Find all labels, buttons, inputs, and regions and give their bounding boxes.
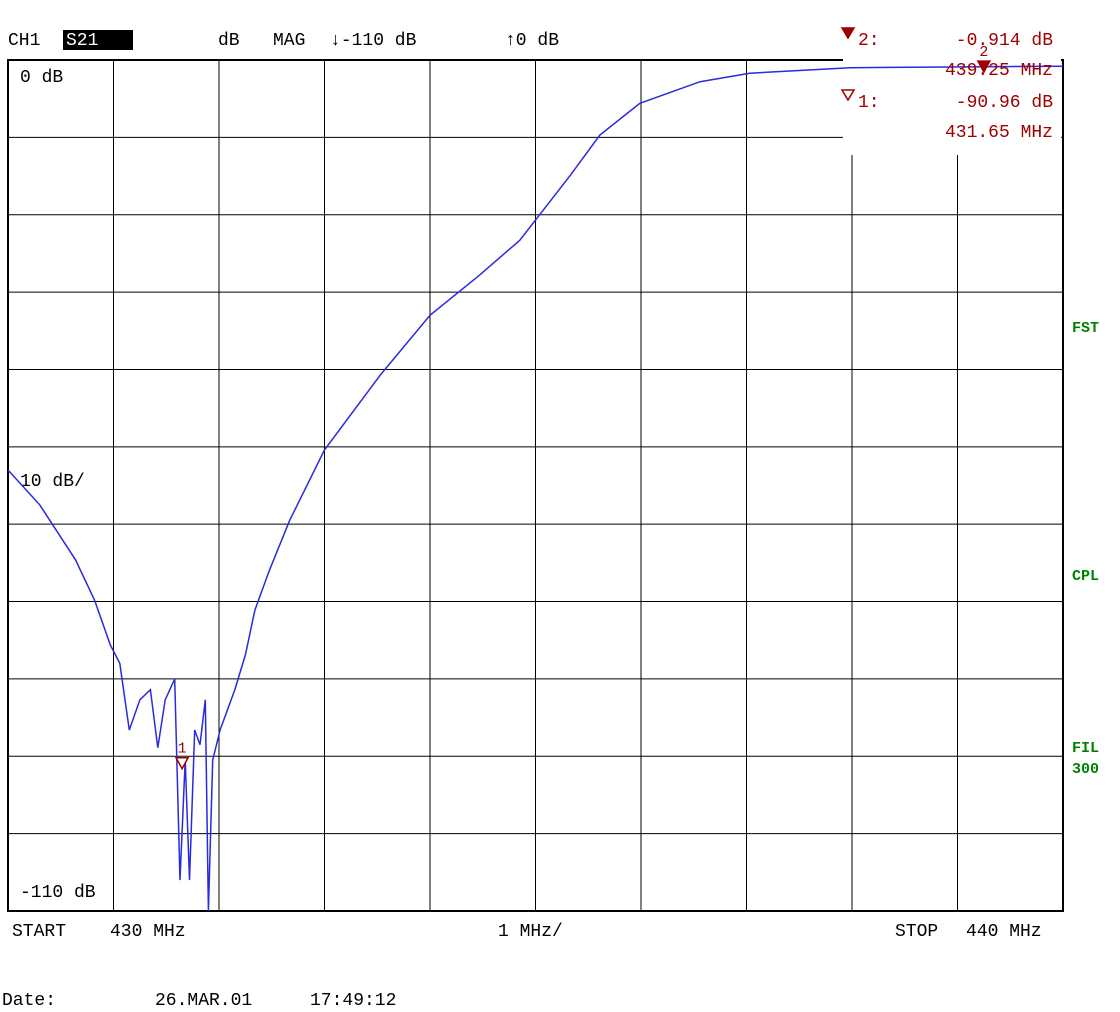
side-label: FST bbox=[1072, 320, 1099, 337]
readout-freq: 439.25 MHz bbox=[945, 61, 1053, 81]
date-label: Date: bbox=[2, 991, 56, 1011]
side-label: 300 bbox=[1072, 761, 1099, 778]
y-tick-label: -110 dB bbox=[20, 883, 96, 903]
stop-freq: 440 MHz bbox=[966, 922, 1042, 942]
plot-frame bbox=[7, 59, 1064, 912]
channel: CH1 bbox=[8, 31, 40, 51]
y-tick-label: 0 dB bbox=[20, 68, 63, 88]
readout-symbol bbox=[840, 27, 856, 40]
stop-label: STOP bbox=[895, 922, 938, 942]
time: 17:49:12 bbox=[310, 991, 396, 1011]
readout-label: 1: bbox=[858, 93, 880, 113]
start-freq: 430 MHz bbox=[110, 922, 186, 942]
date: 26.MAR.01 bbox=[155, 991, 252, 1011]
marker-id: 1 bbox=[178, 741, 187, 758]
readout-value: -90.96 dB bbox=[956, 93, 1053, 113]
param: S21 bbox=[66, 31, 98, 51]
marker bbox=[174, 756, 190, 771]
side-label: FIL bbox=[1072, 740, 1099, 757]
readout-panel bbox=[843, 22, 1061, 155]
grid bbox=[7, 59, 1064, 912]
marker bbox=[976, 60, 992, 74]
start-label: START bbox=[12, 922, 66, 942]
span-label: 1 MHz/ bbox=[498, 922, 563, 942]
param-highlight bbox=[63, 30, 133, 50]
readout-value: -0.914 dB bbox=[956, 31, 1053, 51]
side-label: CPL bbox=[1072, 568, 1099, 585]
marker-id: 2 bbox=[979, 44, 988, 61]
unit: dB bbox=[218, 31, 240, 51]
readout-label: 2: bbox=[858, 31, 880, 51]
scale-label: 10 dB/ bbox=[20, 472, 85, 492]
format: MAG bbox=[273, 31, 305, 51]
top-ref: ↑0 dB bbox=[505, 31, 559, 51]
readout-symbol bbox=[840, 89, 856, 102]
trace bbox=[7, 65, 1064, 912]
readout-freq: 431.65 MHz bbox=[945, 123, 1053, 143]
bottom-ref: ↓-110 dB bbox=[330, 31, 417, 51]
